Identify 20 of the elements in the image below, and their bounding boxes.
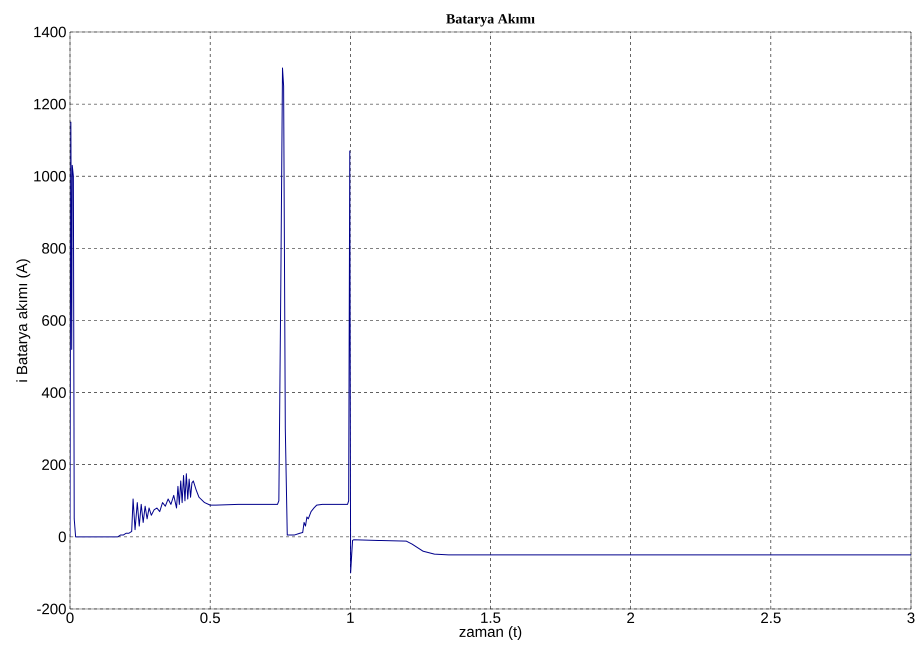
x-tick-label: 0.5	[200, 612, 220, 624]
y-axis-title: i Batarya akımı (A)	[16, 259, 30, 382]
y-tick-label: 1200	[34, 98, 66, 110]
chart-title: Batarya Akımı	[446, 14, 535, 26]
y-tick-label: 600	[42, 315, 66, 326]
y-tick-label: 1400	[34, 26, 66, 38]
x-tick-label: 2	[627, 612, 634, 623]
x-tick-label: 3	[907, 612, 915, 624]
y-tick-label: 800	[42, 243, 66, 254]
y-tick-label: 1000	[34, 170, 66, 182]
x-axis-title: zaman (t)	[459, 626, 522, 640]
x-tick-label: 1.5	[481, 612, 500, 623]
x-tick-label: 0	[66, 612, 74, 624]
y-tick-label: 400	[42, 387, 66, 398]
y-tick-label: 200	[42, 459, 66, 470]
y-tick-label: -200	[37, 604, 66, 614]
x-tick-label: 1	[347, 612, 354, 623]
x-tick-label: 2.5	[761, 612, 781, 624]
line-series	[70, 68, 911, 574]
y-tick-label: 0	[58, 532, 66, 542]
